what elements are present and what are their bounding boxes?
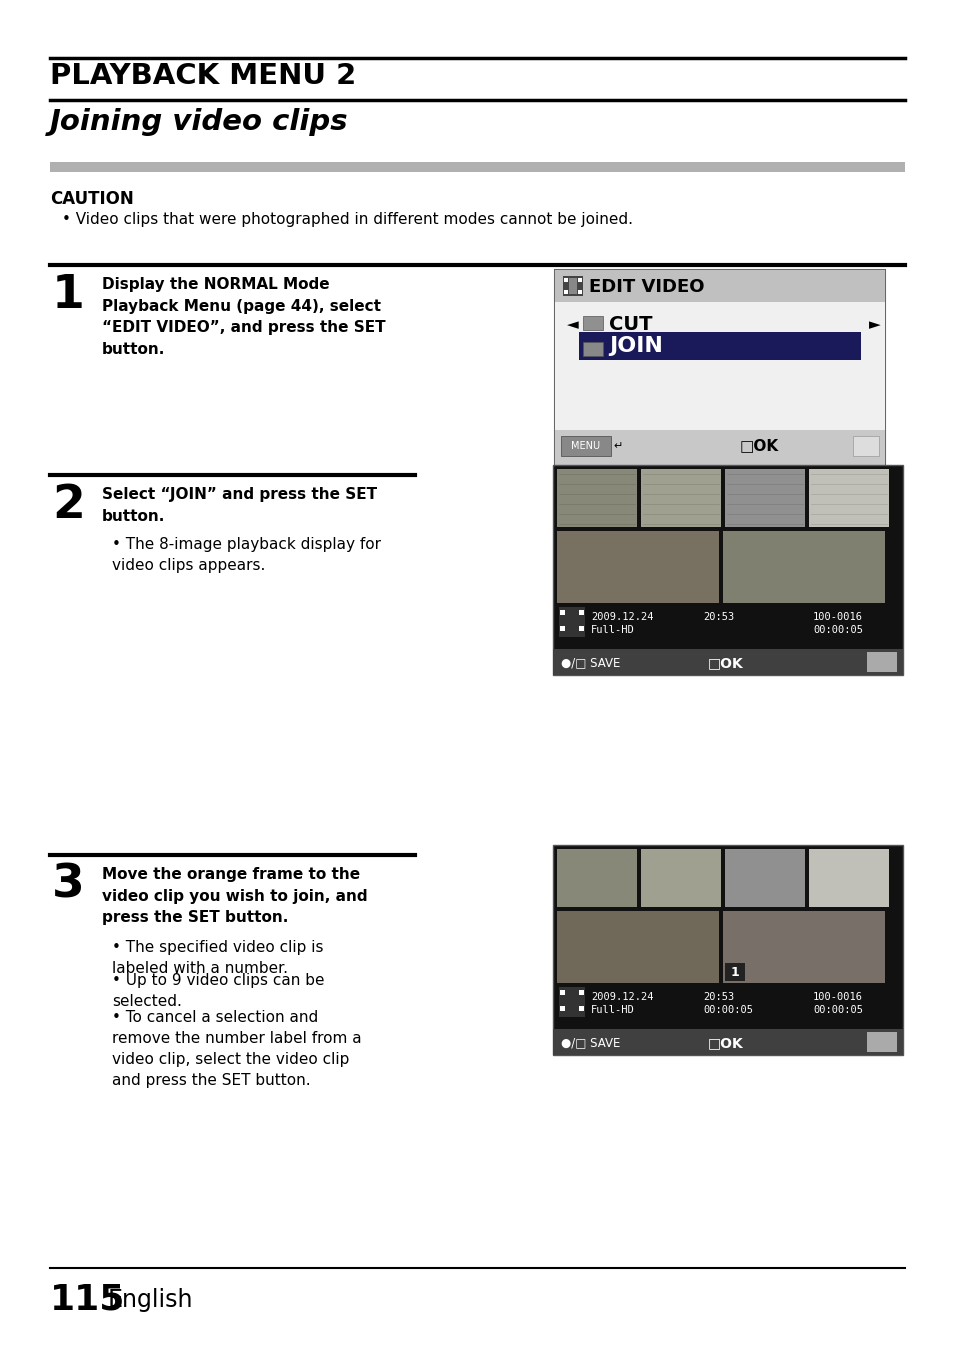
Bar: [553, 650, 902, 675]
Bar: [557, 531, 719, 603]
Text: 00:00:05: 00:00:05: [812, 1005, 862, 1015]
Bar: [562, 276, 582, 296]
Text: Joining video clips: Joining video clips: [50, 108, 348, 136]
Text: Display the NORMAL Mode
Playback Menu (page 44), select
“EDIT VIDEO”, and press : Display the NORMAL Mode Playback Menu (p…: [102, 277, 385, 356]
Bar: [557, 469, 637, 527]
Bar: [852, 436, 878, 456]
Text: 20:53: 20:53: [702, 612, 734, 621]
Text: CAUTION: CAUTION: [50, 190, 133, 208]
Text: CUT: CUT: [608, 316, 652, 335]
Text: PLAYBACK MENU 2: PLAYBACK MENU 2: [50, 62, 355, 90]
Text: □OK: □OK: [707, 656, 743, 670]
Bar: [555, 430, 884, 465]
Bar: [722, 911, 884, 983]
Text: □OK: □OK: [740, 438, 779, 453]
Text: EDIT VIDEO: EDIT VIDEO: [588, 278, 703, 296]
Bar: [866, 1032, 896, 1052]
Bar: [50, 161, 904, 172]
Text: Move the orange frame to the
video clip you wish to join, and
press the SET butt: Move the orange frame to the video clip …: [102, 868, 367, 925]
Bar: [568, 278, 577, 295]
Text: □OK: □OK: [707, 1036, 743, 1050]
Text: 00:00:05: 00:00:05: [812, 625, 862, 635]
Bar: [558, 607, 584, 638]
Bar: [640, 469, 720, 527]
Bar: [640, 849, 720, 907]
Bar: [724, 469, 804, 527]
Text: 3: 3: [52, 863, 85, 908]
Text: JOIN: JOIN: [608, 336, 662, 356]
Bar: [555, 303, 884, 430]
Bar: [808, 849, 888, 907]
Bar: [578, 291, 581, 295]
Bar: [724, 849, 804, 907]
Bar: [578, 611, 583, 615]
Bar: [808, 469, 888, 527]
Text: Full-HD: Full-HD: [590, 1005, 634, 1015]
Text: 20:53: 20:53: [702, 993, 734, 1002]
Bar: [557, 911, 719, 983]
Bar: [555, 270, 884, 303]
Text: 2: 2: [52, 483, 85, 529]
Bar: [559, 1006, 564, 1011]
Bar: [559, 990, 564, 995]
Text: ◄: ◄: [566, 317, 578, 332]
Text: Full-HD: Full-HD: [590, 625, 634, 635]
Bar: [724, 963, 744, 981]
Text: English: English: [108, 1289, 193, 1311]
Bar: [558, 987, 584, 1017]
Text: • The 8-image playback display for
video clips appears.: • The 8-image playback display for video…: [112, 537, 380, 573]
Bar: [563, 278, 567, 282]
Bar: [722, 531, 884, 603]
Bar: [560, 436, 610, 456]
Bar: [582, 342, 602, 356]
Text: 00:00:05: 00:00:05: [702, 1005, 752, 1015]
Text: Select “JOIN” and press the SET
button.: Select “JOIN” and press the SET button.: [102, 487, 376, 523]
Text: • Up to 9 video clips can be
selected.: • Up to 9 video clips can be selected.: [112, 972, 324, 1009]
Text: • Video clips that were photographed in different modes cannot be joined.: • Video clips that were photographed in …: [62, 213, 633, 227]
Bar: [578, 625, 583, 631]
Bar: [563, 291, 567, 295]
Bar: [553, 1029, 902, 1054]
Bar: [582, 316, 602, 330]
Bar: [553, 845, 902, 1054]
Text: • To cancel a selection and
remove the number label from a
video clip, select th: • To cancel a selection and remove the n…: [112, 1010, 361, 1088]
Text: ►: ►: [868, 317, 880, 332]
Text: 100-0016: 100-0016: [812, 612, 862, 621]
Text: 2009.12.24: 2009.12.24: [590, 993, 653, 1002]
Text: 1: 1: [730, 966, 739, 979]
Bar: [578, 990, 583, 995]
Bar: [578, 1006, 583, 1011]
Text: 1: 1: [52, 273, 85, 317]
Text: 100-0016: 100-0016: [812, 993, 862, 1002]
Text: ↵: ↵: [613, 441, 621, 451]
Bar: [555, 270, 884, 465]
Bar: [559, 611, 564, 615]
Bar: [866, 652, 896, 672]
Bar: [559, 625, 564, 631]
Text: ●/□ SAVE: ●/□ SAVE: [560, 1037, 619, 1049]
Bar: [578, 332, 861, 360]
Bar: [557, 849, 637, 907]
Text: • The specified video clip is
labeled with a number.: • The specified video clip is labeled wi…: [112, 940, 323, 976]
Bar: [578, 278, 581, 282]
Bar: [553, 465, 902, 675]
Text: 115: 115: [50, 1283, 125, 1317]
Text: MENU: MENU: [571, 441, 600, 451]
Text: ●/□ SAVE: ●/□ SAVE: [560, 656, 619, 670]
Text: 2009.12.24: 2009.12.24: [590, 612, 653, 621]
